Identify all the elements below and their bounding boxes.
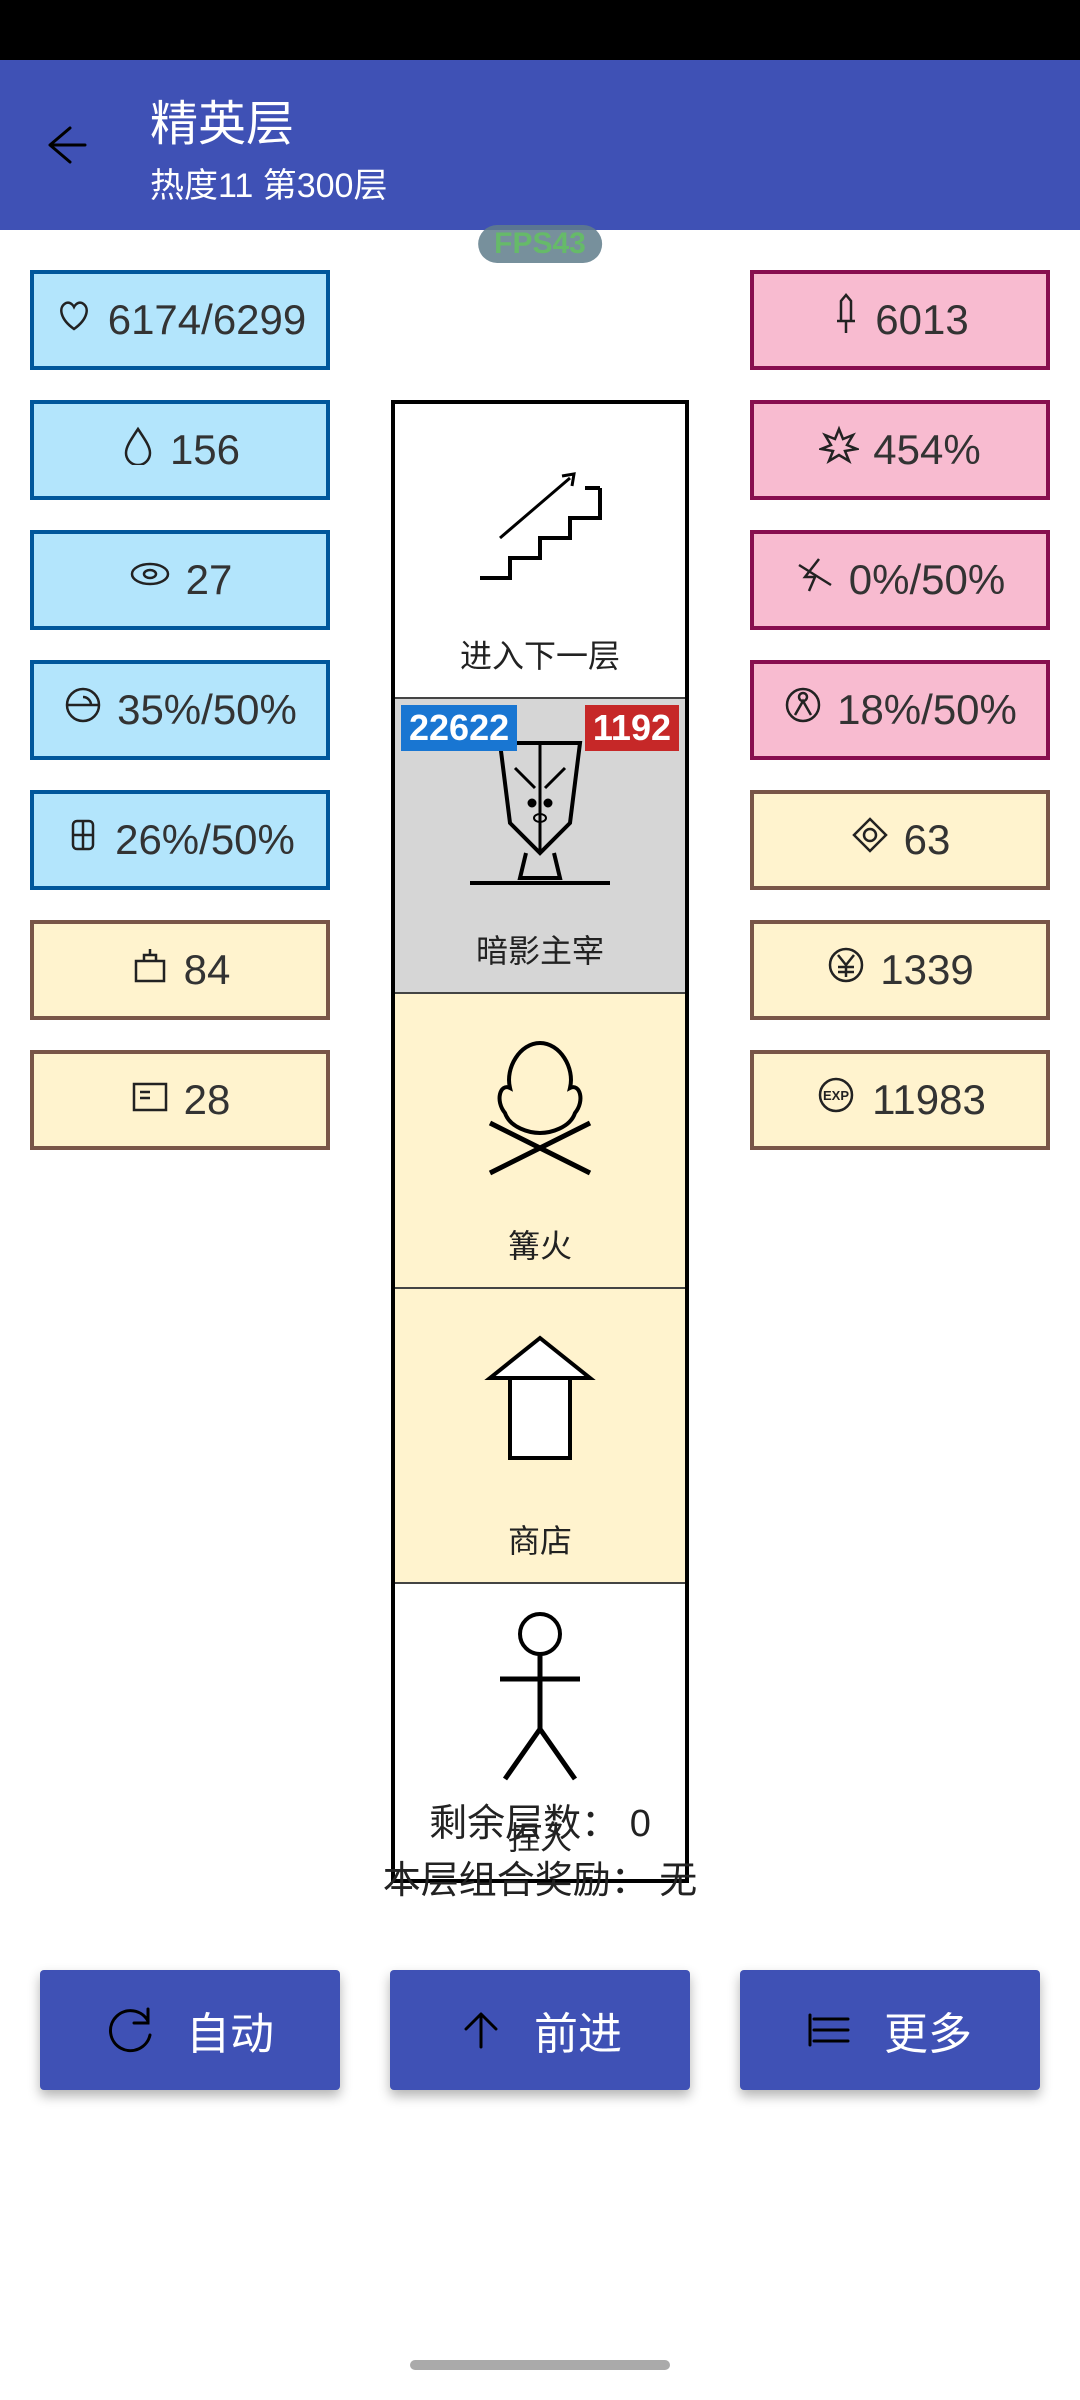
tile-label: 篝火 [508, 1221, 572, 1267]
left-stat-droplet[interactable]: 156 [30, 400, 330, 500]
menu-icon [808, 2007, 854, 2053]
bolt-icon [795, 555, 835, 605]
stat-value: 28 [184, 1076, 231, 1124]
right-stat-atom[interactable]: 18%/50% [750, 660, 1050, 760]
arrow-up-icon [458, 2007, 504, 2053]
sword-icon [831, 293, 861, 347]
auto-label: 自动 [186, 1998, 274, 2062]
left-stats-column: 6174/6299 156 27 35%/50% 26%/50% 84 28 [30, 270, 330, 1150]
stat-value: 6013 [875, 296, 968, 344]
more-label: 更多 [884, 1998, 972, 2062]
right-stat-burst[interactable]: 454% [750, 400, 1050, 500]
burst-icon [819, 425, 859, 475]
remaining-floors: 剩余层数： 0 [0, 1796, 1080, 1853]
tile-shop[interactable]: 商店 [395, 1289, 685, 1584]
tile-campfire[interactable]: 篝火 [395, 994, 685, 1289]
yen-icon [826, 945, 866, 995]
target-icon [63, 685, 103, 735]
shield-icon [128, 556, 172, 604]
right-stats-column: 6013 454% 0%/50% 18%/50% 63 1339 EXP 1198… [750, 270, 1050, 1150]
floor-info: 剩余层数： 0 本层组合奖励： 无 [0, 1796, 1080, 1910]
bottom-action-bar: 自动 前进 更多 [0, 1970, 1080, 2090]
advance-button[interactable]: 前进 [390, 1970, 690, 2090]
left-stat-heart[interactable]: 6174/6299 [30, 270, 330, 370]
app-bar: 精英层 热度11 第300层 [0, 60, 1080, 230]
refresh-icon [106, 2005, 156, 2055]
pierce-icon [65, 815, 101, 865]
stat-value: 18%/50% [837, 686, 1017, 734]
stat-value: 35%/50% [117, 686, 297, 734]
right-stat-sword[interactable]: 6013 [750, 270, 1050, 370]
more-button[interactable]: 更多 [740, 1970, 1040, 2090]
left-stat-shield[interactable]: 27 [30, 530, 330, 630]
enemy-hp-badge: 22622 [401, 705, 517, 751]
left-stat-target[interactable]: 35%/50% [30, 660, 330, 760]
right-stat-yen[interactable]: 1339 [750, 920, 1050, 1020]
tile-boss[interactable]: 22622 1192 暗影主宰 [395, 699, 685, 994]
droplet-icon [120, 425, 156, 475]
person-icon [395, 1584, 685, 1803]
diamond-icon [850, 815, 890, 865]
stairs-icon [395, 404, 685, 621]
stat-value: 6174/6299 [108, 296, 307, 344]
left-stat-pierce[interactable]: 26%/50% [30, 790, 330, 890]
tile-label: 商店 [508, 1516, 572, 1562]
box-icon [130, 945, 170, 995]
right-stat-exp[interactable]: EXP 11983 [750, 1050, 1050, 1150]
left-stat-card[interactable]: 28 [30, 1050, 330, 1150]
stat-value: 1339 [880, 946, 973, 994]
page-title: 精英层 [150, 84, 387, 154]
svg-text:EXP: EXP [823, 1088, 849, 1103]
stat-value: 454% [873, 426, 980, 474]
status-bar [0, 0, 1080, 60]
stat-value: 11983 [872, 1076, 986, 1124]
back-button[interactable] [40, 120, 90, 170]
tile-label: 暗影主宰 [476, 926, 604, 972]
heart-icon [54, 295, 94, 345]
stat-value: 0%/50% [849, 556, 1005, 604]
tile-label: 进入下一层 [460, 631, 620, 677]
shop-icon [395, 1289, 685, 1506]
atom-icon [783, 685, 823, 735]
stat-value: 26%/50% [115, 816, 295, 864]
content-area: 6174/6299 156 27 35%/50% 26%/50% 84 28 6… [0, 230, 1080, 2230]
stat-value: 63 [904, 816, 951, 864]
tile-stairs[interactable]: 进入下一层 [395, 404, 685, 699]
right-stat-bolt[interactable]: 0%/50% [750, 530, 1050, 630]
card-icon [130, 1076, 170, 1124]
right-stat-diamond[interactable]: 63 [750, 790, 1050, 890]
stat-value: 156 [170, 426, 240, 474]
home-indicator [410, 2360, 670, 2370]
exp-icon: EXP [814, 1075, 858, 1125]
auto-button[interactable]: 自动 [40, 1970, 340, 2090]
stat-value: 27 [186, 556, 233, 604]
combo-reward: 本层组合奖励： 无 [0, 1853, 1080, 1910]
stat-value: 84 [184, 946, 231, 994]
campfire-icon [395, 994, 685, 1211]
enemy-atk-badge: 1192 [585, 705, 679, 751]
page-subtitle: 热度11 第300层 [150, 158, 387, 207]
left-stat-box[interactable]: 84 [30, 920, 330, 1020]
advance-label: 前进 [534, 1998, 622, 2062]
center-tiles-column: 进入下一层226221192 暗影主宰 篝火 商店 捏人 [391, 400, 689, 1883]
